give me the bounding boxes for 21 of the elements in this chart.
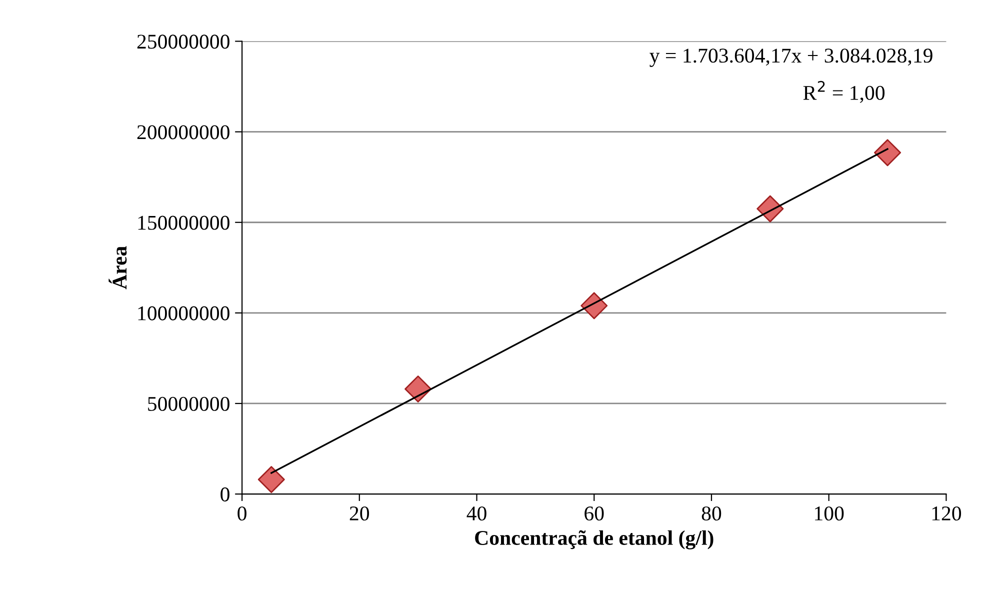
x-tick-label: 60 — [584, 506, 604, 520]
point — [258, 466, 285, 494]
x-tick-label: 120 — [932, 506, 962, 520]
y-tick-label: 200000000 — [137, 125, 230, 140]
annotation: y = 1.703.604,17x + 3.084.028,19 — [650, 48, 932, 67]
y-tick-label: 100000000 — [138, 306, 230, 320]
y-tick-label: 250000000 — [137, 34, 230, 49]
x-tick-label: 0 — [238, 506, 246, 520]
point — [756, 195, 784, 222]
x-tick-label: 80 — [702, 506, 722, 520]
y-tick-label: 50000000 — [148, 396, 230, 411]
annotation: R$^{2}$ = 1,00 — [803, 80, 885, 103]
x-tick-label: 40 — [466, 506, 486, 520]
point — [404, 375, 432, 402]
point — [874, 139, 902, 166]
y-tick-label: 0 — [220, 487, 230, 502]
y-axis-title: Área — [108, 246, 127, 290]
y-tick-label: 150000000 — [138, 216, 230, 230]
x-axis-title: Concentraçã de etanol (g/l) — [475, 530, 714, 550]
x-tick-label: 20 — [350, 506, 370, 520]
x-tick-label: 100 — [815, 506, 844, 520]
